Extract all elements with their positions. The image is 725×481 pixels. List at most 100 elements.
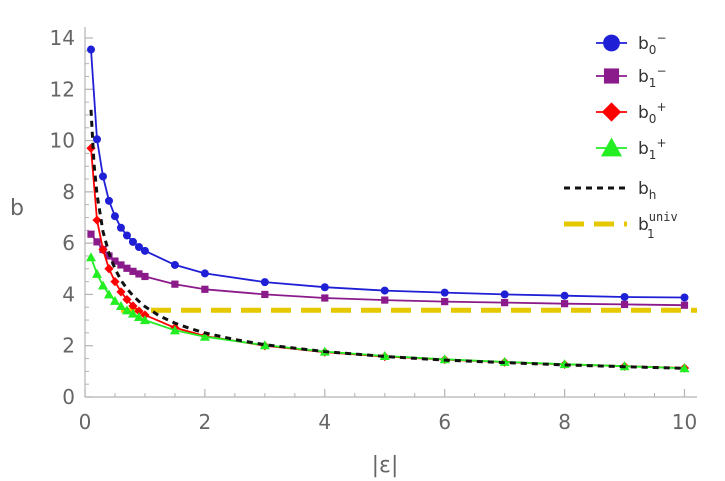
data-point-b0− [116, 223, 125, 232]
data-point-b0− [98, 172, 107, 181]
legend-item-b0+: b0+ [596, 100, 667, 126]
series-b0− [86, 45, 689, 302]
data-point-b1− [441, 298, 449, 306]
y-tick-label: 14 [50, 26, 75, 50]
y-tick-label: 4 [62, 282, 75, 306]
legend-marker [601, 137, 622, 157]
data-point-b1+ [109, 295, 120, 305]
legend-marker [603, 68, 620, 84]
data-point-b1− [171, 280, 179, 288]
data-point-b1− [321, 294, 329, 302]
data-point-b0+ [128, 301, 138, 311]
data-point-b1+ [199, 331, 210, 341]
data-point-b0− [110, 212, 119, 221]
data-point-b0− [134, 242, 143, 251]
data-point-b1− [261, 290, 269, 299]
data-point-b1− [381, 296, 389, 304]
legend-item-b1−: b1− [596, 64, 667, 90]
data-point-b0− [140, 246, 149, 255]
y-tick-label: 8 [62, 180, 75, 204]
data-point-b1+ [121, 305, 132, 315]
data-point-b1− [201, 285, 209, 293]
data-point-b1+ [169, 325, 180, 335]
legend-item-b0−: b0− [596, 31, 667, 57]
data-point-b0+ [134, 306, 144, 316]
y-axis-label: b [10, 196, 24, 221]
data-point-b1− [680, 301, 689, 309]
series-b0+ [86, 143, 690, 373]
data-point-b1+ [103, 289, 114, 299]
data-point-b0− [200, 269, 209, 278]
data-point-b1− [87, 230, 95, 238]
data-point-b1+ [97, 280, 108, 290]
data-point-b1+ [127, 308, 138, 318]
x-tick-label: 8 [558, 410, 571, 434]
legend-label: b0+ [638, 100, 667, 126]
x-tick-label: 0 [79, 410, 92, 434]
y-tick-label: 12 [50, 77, 75, 101]
data-point-b1+ [679, 363, 690, 373]
x-tick-label: 10 [672, 410, 697, 434]
data-point-b0− [170, 260, 179, 269]
x-tick-label: 2 [199, 410, 212, 434]
data-point-b1+ [133, 311, 144, 321]
series-line-b1− [90, 233, 685, 307]
legend-label: buniv [638, 210, 678, 235]
series-group [85, 45, 697, 373]
y-tick-label: 2 [62, 334, 75, 358]
legend-marker [603, 34, 620, 52]
data-point-b0+ [140, 310, 150, 320]
data-point-b1− [93, 238, 101, 246]
axes: 0 2 4 6 8 10 0 2 4 6 8 10 12 14 [50, 26, 698, 434]
data-point-b1− [141, 272, 149, 281]
data-point-b0− [86, 45, 95, 54]
data-point-b1− [111, 257, 119, 265]
data-point-b1+ [115, 300, 126, 310]
data-point-b0− [500, 290, 509, 299]
data-point-b0+ [104, 264, 114, 274]
data-point-b1− [117, 261, 125, 269]
data-point-b0− [560, 291, 569, 300]
legend-label: b1+ [638, 136, 667, 162]
data-point-b1− [620, 300, 629, 309]
data-point-b0− [440, 288, 449, 297]
data-point-b1− [561, 300, 569, 308]
legend-marker [601, 102, 622, 122]
legend-label: b0− [638, 31, 667, 57]
data-point-b0− [122, 231, 131, 240]
series-line-b1+ [90, 256, 685, 370]
data-point-b0− [260, 278, 269, 287]
series-line-b0− [90, 49, 685, 299]
data-point-b1− [135, 270, 143, 278]
data-point-b0− [128, 237, 137, 246]
data-point-b0− [104, 196, 113, 205]
data-point-b1− [129, 267, 137, 275]
series-b1+ [85, 252, 690, 373]
x-tick-label: 6 [438, 410, 451, 434]
legend-label: b1− [638, 64, 667, 90]
data-point-b1− [123, 264, 131, 272]
x-axis-label: |ε| [372, 453, 399, 478]
legend-item-b1+: b1+ [596, 136, 667, 162]
x-tick-label: 4 [318, 410, 331, 434]
series-line-b0+ [90, 148, 685, 369]
data-point-b0− [92, 135, 101, 144]
data-point-b1+ [85, 252, 96, 262]
y-tick-label: 10 [50, 129, 75, 153]
legend-item-bh: bh [564, 179, 656, 202]
data-point-b1− [501, 299, 509, 307]
data-point-b0− [680, 293, 689, 302]
series-bh [89, 109, 685, 370]
data-point-b1+ [259, 340, 270, 350]
legend-subscript: 1 [647, 227, 655, 241]
data-point-b0− [320, 283, 329, 292]
data-point-b1+ [91, 268, 102, 278]
data-point-b0+ [110, 277, 120, 287]
legend-label: bh [638, 179, 656, 202]
data-point-b0− [620, 292, 629, 301]
series-line-bh [89, 109, 685, 370]
y-tick-label: 0 [62, 385, 75, 409]
